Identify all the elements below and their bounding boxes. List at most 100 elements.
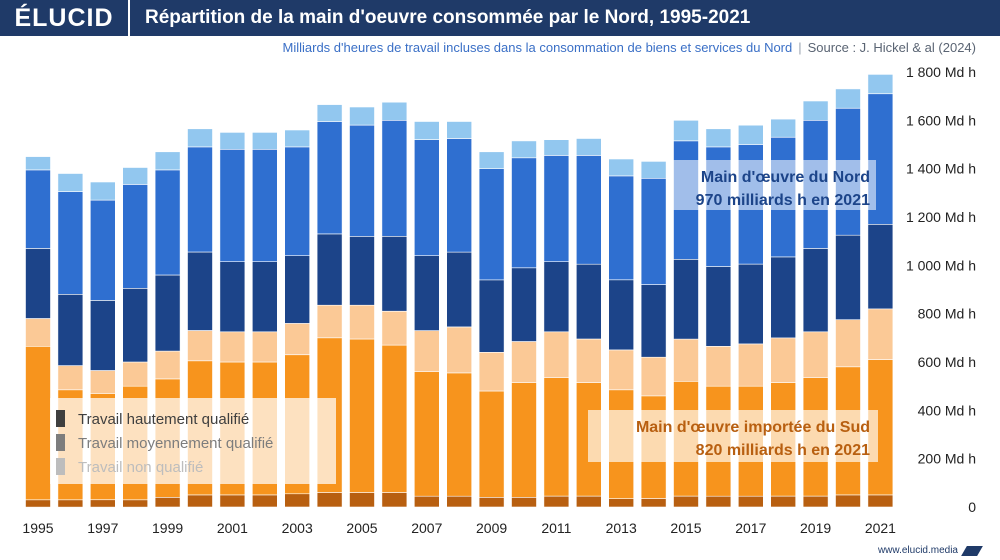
footer-url: www.elucid.media	[877, 545, 958, 556]
bar-north-low-2018	[770, 118, 797, 138]
x-tick-label: 1995	[22, 520, 53, 536]
bar-north-high-1997	[90, 300, 116, 371]
bar-north-high-2020	[835, 234, 861, 321]
x-tick-label: 2013	[606, 520, 637, 536]
bar-south-high-2007	[413, 495, 440, 508]
bar-north-low-2004	[316, 104, 343, 122]
bar-south-mid-2007	[413, 371, 440, 497]
bar-north-high-1998	[122, 287, 148, 363]
bar-south-mid-2006	[381, 344, 408, 493]
bar-south-high-2002	[252, 494, 278, 508]
bar-south-low-2016	[705, 345, 732, 387]
annotation-south-bg	[588, 410, 878, 462]
bar-north-low-1995	[25, 156, 51, 171]
bar-north-low-2013	[608, 158, 635, 177]
bar-north-high-2008	[446, 251, 473, 328]
bar-south-low-1995	[25, 318, 51, 347]
bar-south-low-2021	[867, 308, 894, 360]
bar-north-low-2011	[543, 139, 570, 156]
bar-north-low-2016	[705, 128, 732, 148]
y-tick-label: 1 400 Md h	[906, 161, 976, 177]
bar-north-high-2002	[252, 261, 278, 333]
annotation-south: Main d'œuvre importée du Sud 820 milliar…	[588, 410, 878, 462]
bar-south-high-2017	[737, 495, 764, 508]
bar-south-low-2020	[835, 319, 861, 368]
bar-north-low-1999	[154, 151, 181, 171]
bar-south-low-2001	[219, 331, 246, 363]
bar-north-low-2021	[867, 74, 894, 95]
bar-north-low-2008	[446, 121, 473, 139]
bar-south-high-2014	[640, 498, 667, 508]
annotation-north: Main d'œuvre du Nord 970 milliards h en …	[666, 160, 876, 210]
bar-south-high-1997	[90, 499, 116, 508]
bar-north-high-2001	[219, 261, 246, 333]
bar-south-high-2021	[867, 494, 894, 508]
bar-north-high-2000	[187, 251, 213, 331]
x-tick-label: 2021	[865, 520, 896, 536]
bar-south-high-1996	[57, 499, 84, 508]
bar-south-low-2004	[316, 304, 343, 339]
x-tick-label: 2011	[541, 520, 571, 536]
bar-south-low-2005	[349, 304, 375, 340]
bar-north-low-2002	[252, 132, 278, 150]
bar-north-low-2003	[284, 129, 311, 148]
bar-north-mid-2000	[187, 146, 213, 253]
bar-north-high-2012	[575, 263, 602, 340]
bar-south-high-2019	[802, 495, 829, 508]
bar-south-low-2003	[284, 322, 311, 355]
bar-south-mid-1995	[25, 345, 51, 501]
bar-south-high-2003	[284, 493, 311, 508]
x-tick-label: 2003	[282, 520, 313, 536]
bar-north-high-2015	[673, 258, 699, 340]
legend-bg	[50, 398, 336, 484]
bar-south-low-2013	[608, 349, 635, 391]
bar-north-low-1997	[90, 181, 116, 201]
bar-north-high-2005	[349, 236, 375, 306]
y-tick-label: 600 Md h	[918, 354, 976, 370]
bar-north-mid-2008	[446, 138, 473, 253]
bar-north-mid-2005	[349, 124, 375, 237]
bar-south-high-2000	[187, 494, 213, 508]
bar-south-low-2014	[640, 356, 667, 397]
bar-south-high-2010	[511, 496, 537, 508]
bar-south-low-1999	[154, 350, 181, 380]
bar-north-mid-2012	[575, 155, 602, 265]
bar-north-high-1996	[57, 293, 84, 366]
bar-south-high-2005	[349, 492, 375, 508]
bar-south-mid-2010	[511, 382, 537, 498]
bar-north-mid-2001	[219, 149, 246, 263]
bar-north-mid-2004	[316, 121, 343, 235]
bar-north-mid-1997	[90, 199, 116, 301]
bar-south-high-2004	[316, 492, 343, 508]
bar-south-high-2011	[543, 495, 570, 508]
bar-north-mid-2009	[478, 168, 505, 281]
y-tick-label: 800 Md h	[918, 306, 976, 322]
bar-south-high-2018	[770, 495, 797, 508]
x-axis: 1995 1997 1999 2001 2003 2005 2007 2009 2011 2013…	[22, 520, 896, 536]
subtitle-text: Milliards d'heures de travail incluses d…	[282, 40, 793, 55]
bar-north-low-2009	[478, 151, 505, 170]
x-tick-label: 2009	[476, 520, 507, 536]
x-tick-label: 2007	[411, 520, 442, 536]
y-tick-label: 400 Md h	[918, 402, 976, 418]
bar-south-high-2015	[673, 495, 699, 508]
x-tick-label: 2017	[735, 520, 766, 536]
bar-north-high-2011	[543, 261, 570, 333]
bar-south-high-2020	[835, 494, 861, 508]
x-tick-label: 1997	[87, 520, 118, 536]
bar-south-low-1998	[122, 361, 148, 387]
legend-swatch-mid	[56, 434, 65, 451]
bar-north-low-2017	[737, 124, 764, 145]
legend: Travail hautement qualifié Travail moyen…	[50, 398, 336, 484]
bar-south-low-2018	[770, 337, 797, 383]
bar-south-low-2007	[413, 330, 440, 373]
bar-south-low-2006	[381, 310, 408, 346]
annotation-south-line2: 820 milliards h en 2021	[696, 442, 870, 459]
bar-north-low-2006	[381, 101, 408, 121]
y-tick-label: 1 200 Md h	[906, 209, 976, 225]
bar-north-mid-1996	[57, 191, 84, 295]
bar-north-low-2007	[413, 121, 440, 140]
bar-north-mid-2002	[252, 149, 278, 263]
bar-south-high-2009	[478, 496, 505, 508]
x-tick-label: 2019	[800, 520, 831, 536]
